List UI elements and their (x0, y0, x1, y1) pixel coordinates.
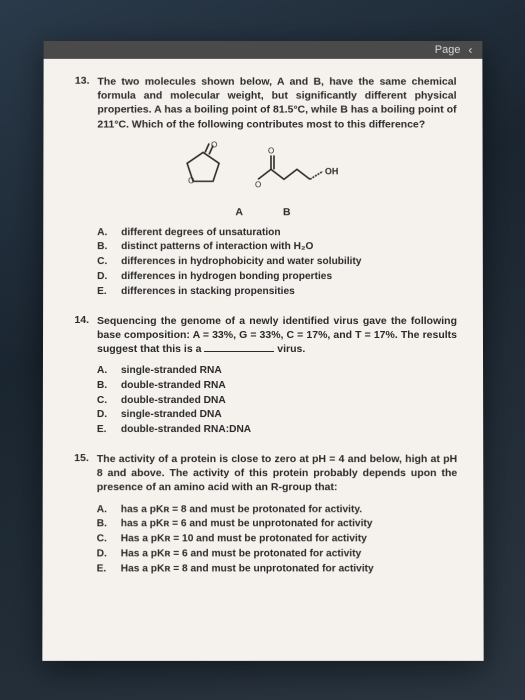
choice-row: C. differences in hydrophobicity and wate… (97, 255, 457, 270)
question-text: The two molecules shown below, A and B, … (97, 75, 456, 131)
choice-text: Has a pKʀ = 10 and must be protonated fo… (120, 532, 366, 547)
choice-text: double-stranded RNA (120, 379, 225, 394)
fill-blank (204, 343, 274, 352)
choice-letter: E. (97, 285, 111, 300)
choice-text: has a pKʀ = 6 and must be unprotonated f… (120, 518, 372, 533)
choice-text: different degrees of unsaturation (121, 226, 280, 241)
choice-letter: A. (96, 503, 110, 518)
choice-row: C. Has a pKʀ = 10 and must be protonated … (96, 532, 457, 547)
question-15: 15. The activity of a protein is close t… (68, 452, 457, 577)
question-number: 13. (69, 75, 89, 131)
choice-row: E. differences in stacking propensities (97, 285, 457, 300)
question-text: Sequencing the genome of a newly identif… (96, 314, 456, 356)
choice-row: A. single-stranded RNA (96, 364, 456, 379)
molecule-a-label: A (235, 206, 283, 218)
choice-row: D. single-stranded DNA (96, 408, 456, 423)
choice-letter: C. (96, 394, 110, 409)
choices-14: A. single-stranded RNA B. double-stranded … (96, 364, 456, 438)
choice-letter: E. (96, 423, 110, 438)
choice-row: E. double-stranded RNA:DNA (96, 423, 456, 438)
choice-letter: E. (96, 562, 110, 577)
choice-text: has a pKʀ = 8 and must be protonated for… (120, 503, 361, 518)
q14-post: virus. (274, 343, 305, 355)
choice-row: A. different degrees of unsaturation (97, 226, 457, 241)
top-strip: Page ‹ (43, 41, 482, 59)
choice-letter: B. (96, 518, 110, 533)
choice-text: single-stranded DNA (120, 408, 221, 423)
choice-text: differences in hydrogen bonding properti… (121, 270, 332, 285)
question-number: 14. (68, 314, 88, 356)
choice-letter: A. (96, 364, 110, 379)
exam-page: Page ‹ 13. The two molecules shown below… (42, 41, 483, 661)
molecule-figure: O O O O OH (69, 141, 456, 200)
choice-text: Has a pKʀ = 6 and must be protonated for… (120, 547, 361, 562)
choice-text: Has a pKʀ = 8 and must be unprotonated f… (120, 562, 373, 577)
choice-letter: D. (96, 547, 110, 562)
molecule-b-label: B (282, 206, 330, 218)
page-header-label: Page (434, 44, 460, 56)
choice-row: B. has a pKʀ = 6 and must be unprotonated… (96, 518, 457, 533)
choice-letter: B. (96, 379, 110, 394)
choice-letter: A. (97, 226, 111, 241)
question-number: 15. (68, 452, 88, 495)
choice-row: D. Has a pKʀ = 6 and must be protonated f… (96, 547, 457, 562)
choice-row: A. has a pKʀ = 8 and must be protonated f… (96, 503, 457, 518)
page-content: 13. The two molecules shown below, A and… (68, 75, 457, 577)
svg-text:O: O (255, 180, 261, 189)
question-13: 13. The two molecules shown below, A and… (69, 75, 457, 300)
oh-label: OH (324, 166, 337, 176)
choice-row: C. double-stranded DNA (96, 394, 456, 409)
choice-letter: D. (97, 270, 111, 285)
svg-text:O: O (188, 176, 194, 185)
chevron-left-icon[interactable]: ‹ (468, 43, 472, 57)
choice-row: E. Has a pKʀ = 8 and must be unprotonated… (96, 562, 457, 577)
choices-13: A. different degrees of unsaturation B. di… (97, 226, 457, 300)
choice-letter: C. (96, 532, 110, 547)
choices-15: A. has a pKʀ = 8 and must be protonated f… (96, 503, 457, 577)
svg-text:O: O (267, 146, 273, 155)
choice-row: B. double-stranded RNA (96, 379, 456, 394)
choice-row: B. distinct patterns of interaction with … (97, 241, 457, 256)
choice-row: D. differences in hydrogen bonding proper… (97, 270, 457, 285)
choice-letter: D. (96, 408, 110, 423)
choice-text: double-stranded RNA:DNA (120, 423, 250, 438)
molecule-labels: AB (69, 206, 457, 218)
choice-letter: B. (97, 241, 111, 256)
svg-text:O: O (211, 141, 217, 149)
choice-text: differences in stacking propensities (121, 285, 295, 300)
choice-text: single-stranded RNA (120, 364, 221, 379)
choice-text: double-stranded DNA (120, 394, 225, 409)
question-14: 14. Sequencing the genome of a newly ide… (68, 314, 456, 438)
choice-letter: C. (97, 255, 111, 270)
question-text: The activity of a protein is close to ze… (96, 452, 457, 495)
choice-text: differences in hydrophobicity and water … (121, 255, 361, 270)
choice-text: distinct patterns of interaction with H₂… (121, 241, 313, 256)
